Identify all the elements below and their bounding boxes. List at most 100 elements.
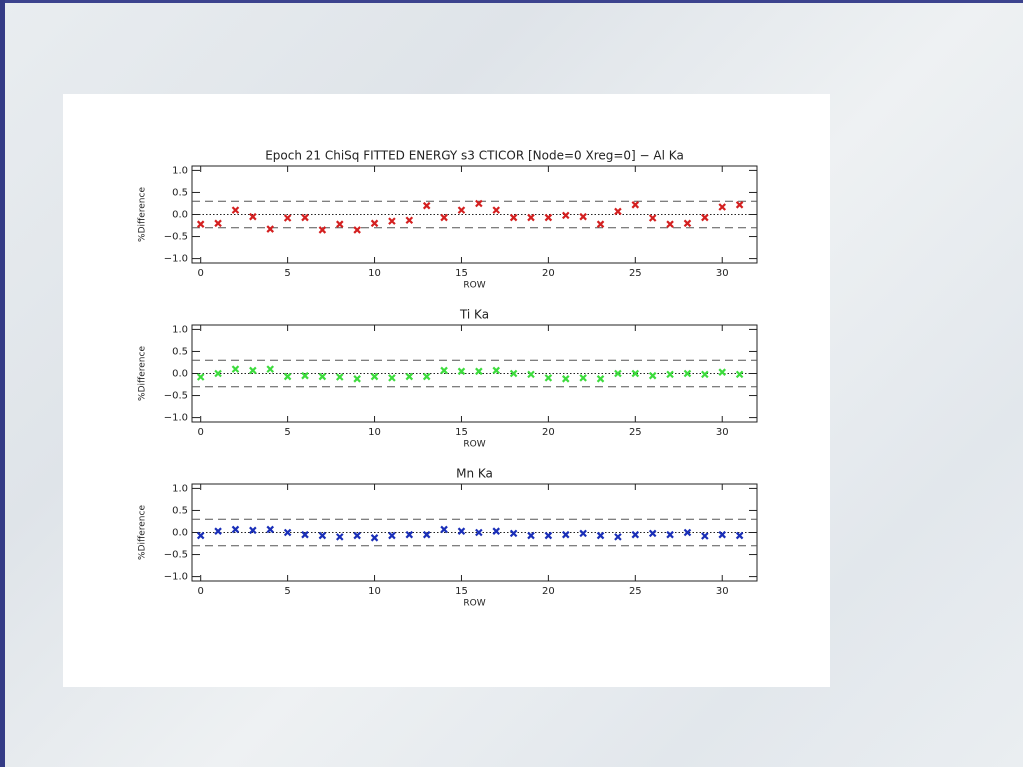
data-point [405, 216, 414, 225]
data-point [353, 375, 361, 383]
data-point [388, 217, 396, 225]
data-point [370, 219, 379, 228]
data-point [388, 531, 396, 540]
data-point [440, 366, 448, 375]
data-point [631, 369, 640, 378]
data-point [527, 213, 535, 222]
data-point [718, 203, 727, 211]
x-tick-label: 10 [368, 268, 381, 279]
x-tick-label: 5 [284, 427, 290, 438]
y-axis-label: %Difference [138, 187, 148, 242]
data-point [370, 372, 379, 381]
data-point [457, 367, 466, 376]
x-tick-label: 15 [455, 268, 468, 279]
data-point [231, 525, 240, 534]
data-point [527, 531, 535, 540]
data-point [683, 528, 692, 537]
data-point [196, 220, 205, 228]
data-point [666, 370, 674, 379]
data-point [561, 211, 570, 220]
x-tick-label: 0 [198, 586, 204, 597]
data-point [579, 374, 587, 382]
data-point [405, 372, 414, 381]
data-point [335, 220, 344, 228]
x-tick-label: 15 [455, 586, 468, 597]
x-tick-label: 25 [629, 427, 642, 438]
x-tick-label: 5 [284, 268, 290, 279]
data-point [735, 370, 744, 379]
data-point [648, 371, 657, 380]
data-point [683, 219, 692, 228]
data-point [596, 375, 605, 383]
x-axis-label: ROW [463, 281, 485, 291]
y-axis-label: %Difference [138, 346, 148, 401]
y-tick-label: −1.0 [164, 572, 188, 583]
y-tick-label: −0.5 [164, 232, 188, 243]
x-axis-label: ROW [463, 599, 485, 609]
y-tick-label: −1.0 [164, 254, 188, 265]
data-point [214, 527, 222, 535]
data-point [735, 531, 744, 540]
x-tick-label: 30 [716, 268, 729, 279]
panel-title: Mn Ka [456, 467, 493, 481]
x-tick-label: 30 [716, 427, 729, 438]
data-point [440, 525, 448, 534]
data-point [422, 530, 431, 539]
data-point [214, 219, 222, 228]
data-point [231, 365, 240, 373]
y-tick-label: −0.5 [164, 550, 188, 561]
data-point [196, 373, 205, 381]
data-point [475, 528, 483, 537]
panel-title: Epoch 21 ChiSq FITTED ENERGY s3 CTICOR [… [265, 149, 684, 163]
data-point [544, 374, 553, 382]
data-point [231, 206, 240, 214]
left-bar [0, 0, 5, 767]
y-tick-label: 1.0 [172, 324, 188, 335]
data-point [509, 529, 518, 538]
x-tick-label: 15 [455, 427, 468, 438]
data-point [492, 366, 501, 375]
data-point [631, 201, 640, 209]
data-point [701, 370, 709, 379]
data-point [301, 371, 309, 380]
data-point [561, 530, 570, 539]
data-point [249, 212, 257, 221]
x-tick-label: 20 [542, 427, 555, 438]
data-point [353, 531, 361, 540]
data-point [614, 533, 622, 541]
data-point [283, 214, 292, 222]
data-point [335, 373, 344, 381]
data-point [718, 530, 727, 539]
data-point [527, 370, 535, 379]
panel-title: Ti Ka [459, 308, 489, 322]
data-point [475, 367, 483, 376]
data-point [509, 369, 518, 378]
data-point [214, 369, 222, 378]
data-point [249, 526, 257, 535]
y-tick-label: −1.0 [164, 413, 188, 424]
data-point [596, 531, 605, 540]
x-tick-label: 25 [629, 586, 642, 597]
x-tick-label: 0 [198, 268, 204, 279]
data-point [735, 201, 744, 209]
data-point [405, 530, 414, 539]
y-tick-label: 1.0 [172, 165, 188, 176]
data-point [666, 530, 674, 539]
x-tick-label: 10 [368, 427, 381, 438]
data-point [492, 527, 501, 535]
x-tick-label: 30 [716, 586, 729, 597]
data-point [718, 368, 727, 376]
figure-card [63, 94, 830, 687]
data-point [457, 527, 466, 535]
data-point [631, 530, 640, 539]
data-point [422, 372, 431, 381]
data-point [249, 366, 257, 375]
top-bar [0, 0, 1023, 3]
data-point [266, 225, 275, 233]
y-tick-label: 0.5 [172, 187, 188, 198]
data-point [283, 372, 292, 381]
data-point [579, 212, 587, 221]
data-point [353, 226, 361, 234]
